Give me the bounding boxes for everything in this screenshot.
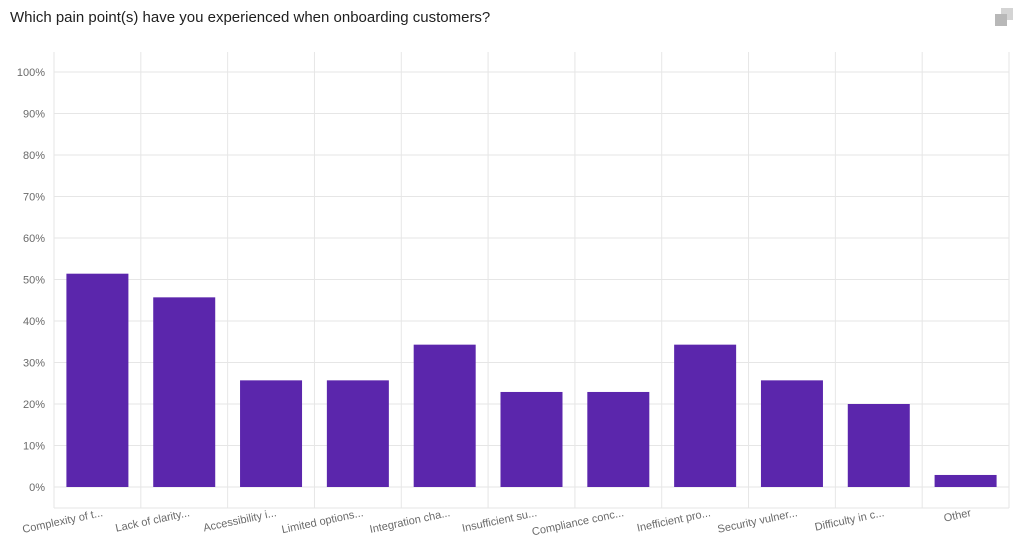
x-axis-ticks: Complexity of t... Lack of clarity... Acce… — [21, 507, 972, 538]
bar[interactable] — [153, 297, 216, 487]
x-tick-label: Insufficient su... — [461, 507, 538, 535]
y-tick-label: 100% — [17, 67, 45, 79]
y-tick-label: 80% — [23, 150, 45, 162]
chart-bars — [66, 273, 997, 487]
bar[interactable] — [934, 474, 997, 487]
y-tick-label: 10% — [23, 441, 45, 453]
y-tick-label: 50% — [23, 275, 45, 287]
bar[interactable] — [326, 380, 389, 487]
y-tick-label: 20% — [23, 399, 45, 411]
bar[interactable] — [587, 391, 650, 487]
x-tick-label: Inefficient pro... — [636, 507, 712, 534]
copy-icon[interactable] — [995, 8, 1013, 26]
bar[interactable] — [240, 380, 303, 487]
y-axis-ticks: 0% 10% 20% 30% 40% 50% 60% 70% 80% 90% 100% — [17, 67, 45, 494]
bar[interactable] — [500, 391, 563, 487]
y-tick-label: 60% — [23, 233, 45, 245]
x-tick-label: Difficulty in c... — [814, 507, 886, 533]
bar[interactable] — [847, 404, 910, 487]
bar[interactable] — [413, 344, 476, 487]
y-tick-label: 30% — [23, 358, 45, 370]
y-tick-label: 40% — [23, 316, 45, 328]
x-tick-label: Other — [943, 507, 973, 525]
y-tick-label: 70% — [23, 192, 45, 204]
x-tick-label: Limited options... — [281, 507, 365, 536]
bar[interactable] — [66, 273, 129, 487]
y-tick-label: 90% — [23, 109, 45, 121]
bar[interactable] — [674, 344, 737, 487]
question-title: Which pain point(s) have you experienced… — [10, 9, 491, 26]
x-tick-label: Compliance conc... — [531, 507, 625, 538]
x-tick-label: Integration cha... — [369, 507, 452, 536]
x-tick-label: Lack of clarity... — [114, 507, 190, 534]
y-tick-label: 0% — [29, 482, 45, 494]
x-tick-label: Security vulner... — [717, 507, 799, 536]
x-tick-label: Complexity of t... — [21, 507, 104, 536]
bar[interactable] — [760, 380, 823, 487]
x-tick-label: Accessibility i... — [202, 507, 277, 534]
